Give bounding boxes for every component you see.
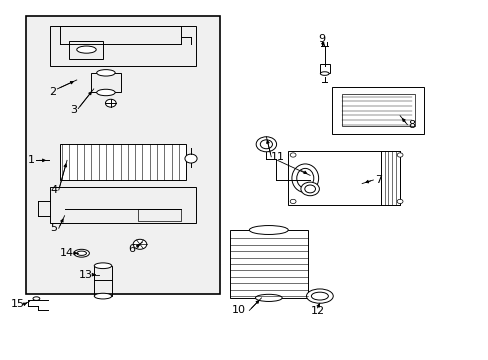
Ellipse shape xyxy=(260,140,272,149)
Ellipse shape xyxy=(249,226,287,234)
Ellipse shape xyxy=(320,72,328,75)
Ellipse shape xyxy=(289,199,295,203)
Ellipse shape xyxy=(97,89,115,96)
Text: 8: 8 xyxy=(408,120,415,130)
Text: 15: 15 xyxy=(10,299,24,309)
Ellipse shape xyxy=(396,153,402,157)
Bar xyxy=(331,87,424,134)
Ellipse shape xyxy=(184,154,197,163)
Text: 5: 5 xyxy=(50,223,57,233)
Text: 6: 6 xyxy=(128,244,135,253)
Bar xyxy=(50,26,196,66)
Text: 11: 11 xyxy=(270,152,284,162)
Ellipse shape xyxy=(396,199,402,203)
Ellipse shape xyxy=(77,251,86,255)
Text: 14: 14 xyxy=(60,248,74,258)
Ellipse shape xyxy=(289,153,295,157)
Ellipse shape xyxy=(74,249,89,257)
Bar xyxy=(137,208,181,221)
Ellipse shape xyxy=(33,297,40,300)
Text: 13: 13 xyxy=(79,270,92,280)
Bar xyxy=(69,41,103,59)
Text: 7: 7 xyxy=(374,175,381,185)
Ellipse shape xyxy=(94,293,112,299)
Bar xyxy=(94,266,112,296)
Bar xyxy=(229,230,307,298)
Bar xyxy=(60,144,186,180)
Ellipse shape xyxy=(311,292,328,300)
Ellipse shape xyxy=(291,164,318,193)
Bar xyxy=(287,152,399,205)
Ellipse shape xyxy=(97,69,115,76)
Ellipse shape xyxy=(306,289,332,303)
Text: 12: 12 xyxy=(310,306,324,316)
Ellipse shape xyxy=(304,185,315,193)
Ellipse shape xyxy=(133,239,146,249)
Text: 9: 9 xyxy=(318,34,325,44)
Ellipse shape xyxy=(300,182,319,196)
Text: 4: 4 xyxy=(50,185,58,195)
Bar xyxy=(91,73,120,93)
Ellipse shape xyxy=(255,294,282,301)
Ellipse shape xyxy=(296,168,313,188)
Text: 2: 2 xyxy=(49,87,56,98)
Ellipse shape xyxy=(105,99,116,107)
Text: 10: 10 xyxy=(231,305,245,315)
Ellipse shape xyxy=(256,137,276,152)
Bar xyxy=(380,152,399,205)
Bar xyxy=(319,64,329,73)
Text: 1: 1 xyxy=(28,156,35,165)
Bar xyxy=(341,94,414,126)
Bar xyxy=(50,187,196,223)
Ellipse shape xyxy=(77,46,96,53)
Text: 3: 3 xyxy=(70,105,77,115)
FancyBboxPatch shape xyxy=(26,16,220,294)
Ellipse shape xyxy=(94,263,112,269)
